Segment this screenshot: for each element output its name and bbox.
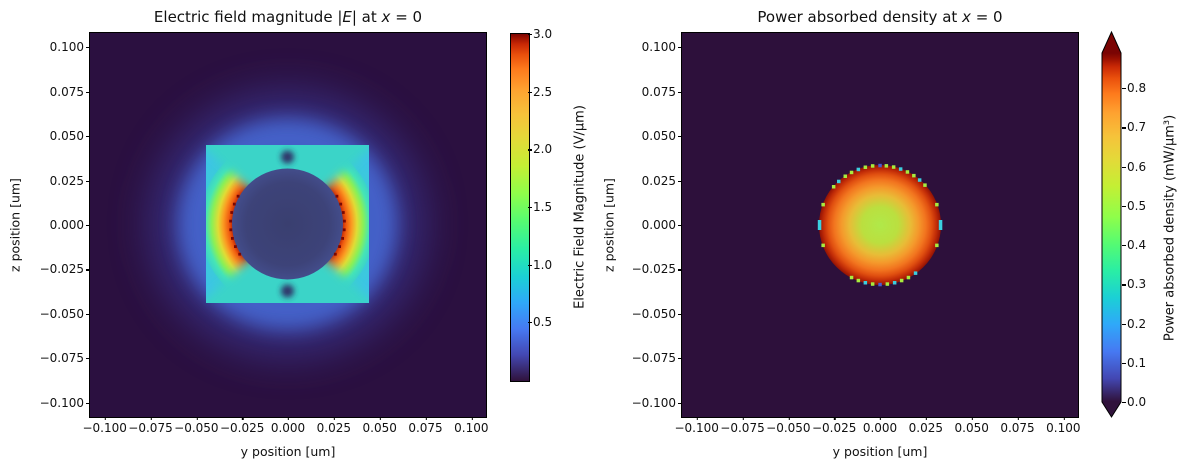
power-colorbar-label: Power absorbed density (mW/μm³) bbox=[1162, 114, 1178, 342]
x-tick-label: 0.075 bbox=[408, 416, 443, 435]
colorbar-tick-label: 0.5 bbox=[527, 315, 553, 330]
x-tick-label: 0.025 bbox=[908, 416, 944, 435]
x-tick-label: −0.100 bbox=[674, 416, 719, 435]
y-tick-label: −0.050 bbox=[616, 307, 682, 321]
y-tick-label: 0.000 bbox=[616, 218, 682, 232]
x-tick-label: 0.050 bbox=[954, 416, 989, 435]
power-heatmap bbox=[682, 33, 1078, 417]
colorbar-tick-label: 0.2 bbox=[1121, 316, 1147, 331]
title-part: E bbox=[342, 8, 352, 26]
title-part: = 0 bbox=[390, 8, 423, 26]
power-xlabel: y position [um] bbox=[832, 444, 928, 459]
power-colorbar bbox=[1101, 30, 1122, 418]
efield-ylabel: z position [um] bbox=[7, 178, 23, 272]
x-tick-label: 0.000 bbox=[862, 416, 898, 435]
x-tick-label: 0.050 bbox=[362, 416, 397, 435]
colorbar-tick-label: 1.0 bbox=[527, 257, 553, 272]
y-tick-label: 0.100 bbox=[24, 40, 90, 54]
x-tick-label: −0.050 bbox=[174, 416, 219, 435]
y-tick-label: 0.000 bbox=[24, 218, 90, 232]
colorbar-tick-label: 3.0 bbox=[527, 27, 553, 41]
y-tick-label: 0.075 bbox=[616, 85, 682, 99]
title-part: = 0 bbox=[970, 8, 1003, 26]
x-tick-label: −0.100 bbox=[82, 416, 127, 435]
y-tick-label: 0.025 bbox=[24, 174, 90, 188]
x-tick-label: −0.025 bbox=[219, 416, 265, 435]
colorbar-tick-label: 0.7 bbox=[1121, 120, 1147, 135]
y-tick-label: 0.050 bbox=[616, 129, 682, 143]
colorbar-tick-label: 0.5 bbox=[1121, 198, 1147, 213]
colorbar-tick-label: 0.4 bbox=[1121, 238, 1147, 253]
title-part: x bbox=[962, 8, 971, 26]
y-tick-label: −0.025 bbox=[24, 262, 90, 276]
efield-colorbar-label: Electric Field Magnitude (V/μm) bbox=[572, 105, 588, 309]
y-tick-label: −0.050 bbox=[24, 307, 90, 321]
colorbar-tick-label: 0.8 bbox=[1121, 81, 1147, 96]
x-tick-label: −0.075 bbox=[128, 416, 173, 435]
title-part: Power absorbed density at bbox=[757, 8, 963, 26]
y-tick-label: 0.025 bbox=[616, 174, 682, 188]
y-tick-label: 0.075 bbox=[24, 85, 90, 99]
y-tick-label: −0.075 bbox=[24, 351, 90, 365]
title-part: x bbox=[381, 8, 391, 26]
x-tick-label: −0.025 bbox=[811, 416, 857, 435]
efield-xlabel: y position [um] bbox=[240, 444, 336, 459]
x-tick-label: 0.075 bbox=[1000, 416, 1035, 435]
title-part: Electric field magnitude | bbox=[153, 8, 343, 26]
colorbar-tick-label: 0.0 bbox=[1121, 395, 1147, 410]
title-part: | at bbox=[351, 8, 382, 26]
x-tick-label: 0.000 bbox=[270, 416, 306, 435]
x-tick-label: −0.075 bbox=[720, 416, 765, 435]
y-tick-label: 0.050 bbox=[24, 129, 90, 143]
efield-heatmap bbox=[90, 33, 486, 417]
colorbar-tick-label: 0.3 bbox=[1121, 277, 1147, 292]
power-ylabel: z position [um] bbox=[601, 178, 617, 272]
x-tick-label: −0.050 bbox=[766, 416, 811, 435]
efield-colorbar bbox=[510, 33, 530, 382]
rim-speckles bbox=[817, 163, 943, 287]
colorbar-tick-label: 2.0 bbox=[527, 142, 553, 157]
x-tick-label: 0.025 bbox=[316, 416, 352, 435]
y-tick-label: 0.100 bbox=[616, 40, 682, 54]
y-tick-label: −0.100 bbox=[24, 396, 90, 410]
colorbar-tick-label: 0.6 bbox=[1121, 159, 1147, 174]
hotspot-speckles bbox=[229, 194, 346, 256]
x-tick-label: 0.100 bbox=[454, 416, 489, 435]
x-tick-label: 0.100 bbox=[1046, 416, 1081, 435]
efield-axes bbox=[89, 32, 487, 418]
colorbar-tick-label: 0.1 bbox=[1121, 355, 1147, 370]
y-tick-label: −0.075 bbox=[616, 351, 682, 365]
power-axes bbox=[681, 32, 1079, 418]
power-title: Power absorbed density at x = 0 bbox=[682, 8, 1078, 26]
y-tick-label: −0.025 bbox=[616, 262, 682, 276]
efield-title: Electric field magnitude |E| at x = 0 bbox=[90, 8, 486, 26]
colorbar-tick-label: 1.5 bbox=[527, 199, 553, 214]
colorbar-tick-label: 2.5 bbox=[527, 84, 553, 99]
y-tick-label: −0.100 bbox=[616, 396, 682, 410]
